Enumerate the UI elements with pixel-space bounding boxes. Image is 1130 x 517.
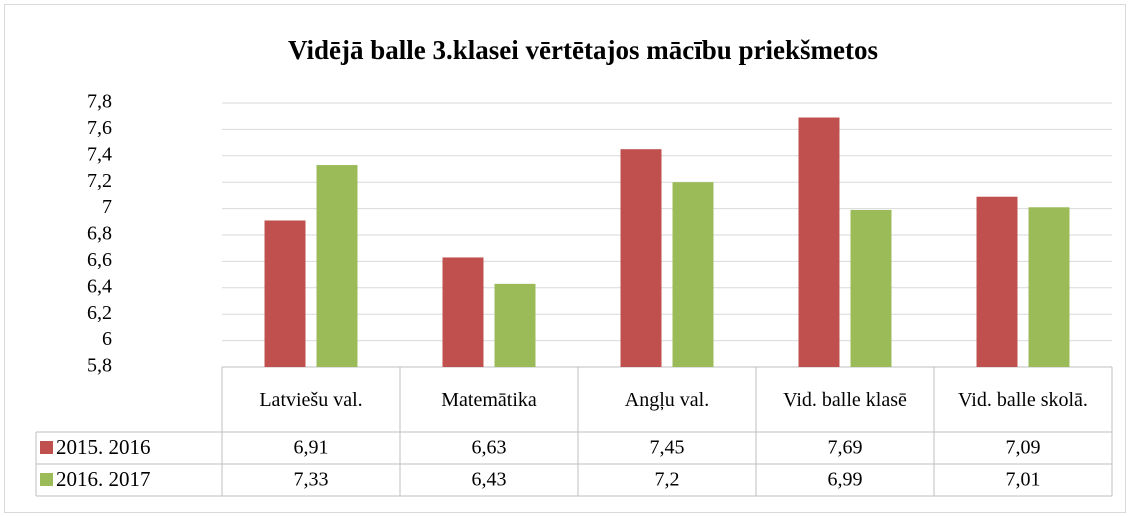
y-tick-label: 6,4 bbox=[87, 275, 112, 297]
bar bbox=[494, 283, 536, 367]
bar bbox=[1028, 207, 1070, 367]
y-tick-label: 7,4 bbox=[87, 143, 112, 165]
legend-label: 2015. 2016 bbox=[56, 435, 151, 459]
data-table-value: 7,45 bbox=[650, 437, 685, 459]
y-tick-label: 7,6 bbox=[87, 117, 112, 139]
data-table-value: 7,69 bbox=[828, 437, 863, 459]
chart-title: Vidējā balle 3.klasei vērtētajos mācību … bbox=[288, 35, 878, 65]
legend-label: 2016. 2017 bbox=[56, 467, 151, 491]
bar bbox=[442, 257, 484, 367]
x-tick-label: Vid. balle skolā. bbox=[958, 388, 1088, 411]
legend-key bbox=[40, 473, 53, 486]
bar bbox=[672, 182, 714, 367]
data-table-value: 7,01 bbox=[1006, 469, 1041, 491]
x-tick-label: Angļu val. bbox=[624, 388, 710, 411]
y-tick-label: 6 bbox=[102, 328, 112, 350]
bar bbox=[620, 149, 662, 367]
y-tick-label: 7 bbox=[102, 196, 112, 218]
data-table-value: 7,2 bbox=[655, 469, 680, 491]
y-tick-label: 6,6 bbox=[87, 249, 112, 271]
y-tick-label: 5,8 bbox=[87, 355, 112, 377]
y-tick-label: 7,2 bbox=[87, 170, 112, 192]
data-table-value: 6,99 bbox=[828, 469, 863, 491]
chart-border bbox=[4, 4, 1126, 513]
data-table-value: 6,43 bbox=[472, 469, 507, 491]
bar bbox=[850, 209, 892, 367]
bar bbox=[798, 117, 840, 368]
data-table-value: 6,63 bbox=[472, 437, 507, 459]
bar bbox=[264, 220, 306, 367]
y-tick-label: 7,8 bbox=[87, 91, 112, 113]
y-tick-label: 6,2 bbox=[87, 302, 112, 324]
legend-key bbox=[40, 441, 53, 454]
y-tick-label: 6,8 bbox=[87, 223, 112, 245]
x-tick-label: Latviešu val. bbox=[259, 388, 363, 411]
x-tick-label: Matemātika bbox=[441, 388, 537, 411]
bar bbox=[316, 165, 358, 367]
data-table-value: 6,91 bbox=[294, 437, 329, 459]
bar bbox=[976, 196, 1018, 367]
data-table-value: 7,33 bbox=[294, 469, 329, 491]
x-tick-label: Vid. balle klasē bbox=[783, 388, 907, 411]
data-table-value: 7,09 bbox=[1006, 437, 1041, 459]
